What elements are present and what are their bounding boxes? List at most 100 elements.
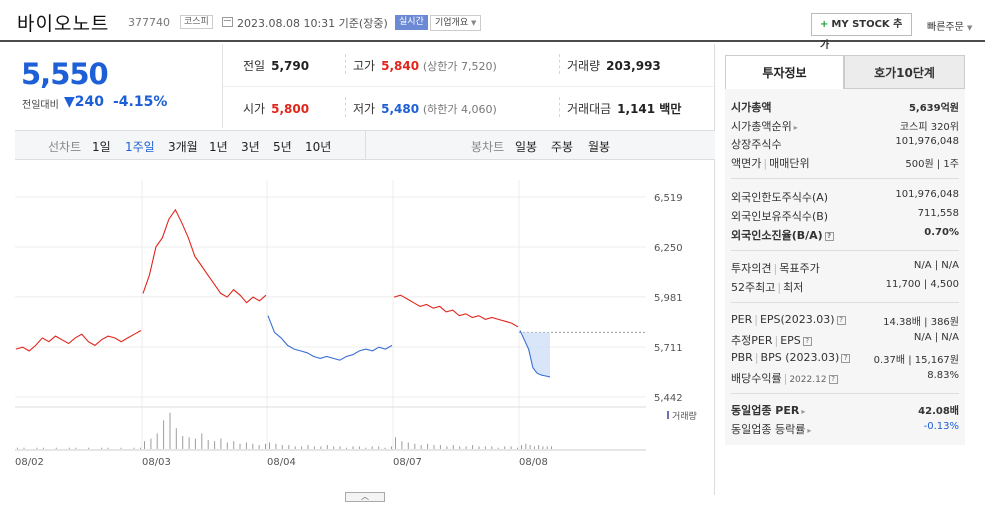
y-tick-label: 5,711: [654, 343, 683, 354]
volume-bar: [365, 447, 367, 449]
company-overview-button[interactable]: 기업개요 ▼: [430, 15, 482, 31]
volume-bar: [288, 445, 290, 449]
volume-bar: [459, 446, 461, 449]
divider: [559, 54, 560, 74]
volume-bar: [510, 446, 512, 449]
volume-bar: [120, 447, 122, 449]
period-1w[interactable]: 1주일: [125, 140, 155, 154]
quick-order-button[interactable]: 빠른주문 ▼: [927, 18, 972, 33]
pbr-row: PBR | BPS (2023.03)? 0.37배 | 15,167원: [731, 351, 959, 369]
week52-low-label: 최저: [783, 281, 804, 294]
opinion-row: 투자의견 | 목표주가 N/A | N/A: [731, 260, 959, 278]
current-price: 5,550: [21, 57, 109, 91]
foreign-limit-label: 외국인한도주식수(A): [731, 191, 829, 204]
period-5y[interactable]: 5년: [273, 140, 292, 154]
volume-bar: [414, 443, 416, 449]
cap-rank-label: 시가총액순위: [731, 120, 792, 133]
candle-weekly[interactable]: 주봉: [551, 140, 574, 154]
y-tick-label: 5,981: [654, 293, 683, 304]
series-line: [142, 208, 267, 304]
volume-bar: [542, 446, 544, 449]
volume-bar: [75, 447, 77, 449]
eps-label: EPS(2023.03): [759, 313, 835, 326]
volume-bar: [55, 447, 57, 449]
volume-bar: [465, 446, 467, 449]
face-value-row: 액면가 | 매매단위 500원 | 1주: [731, 155, 959, 173]
shares-value: 101,976,048: [895, 136, 959, 147]
candle-monthly[interactable]: 월봉: [588, 140, 611, 154]
dividend-label-text: 배당수익률: [731, 372, 782, 385]
period-3m[interactable]: 3개월: [168, 140, 198, 154]
tab-investment-info[interactable]: 투자정보: [725, 55, 844, 89]
dividend-row: 배당수익률 | 2022.12? 8.83%: [731, 370, 959, 388]
add-my-stock-button[interactable]: + MY STOCK 추가: [811, 13, 912, 51]
add-my-stock-label: MY STOCK 추가: [820, 19, 903, 51]
volume-bar: [427, 443, 429, 449]
volume-bar: [525, 443, 527, 449]
face-unit-value: 500원 | 1주: [905, 159, 959, 170]
est-per-label: 추정PER | EPS?: [731, 332, 812, 348]
divider: [731, 250, 959, 251]
prev-close: 전일 5,790: [243, 57, 309, 74]
upper-limit: (상한가 7,520): [422, 60, 497, 73]
volume-bar: [188, 437, 190, 449]
volume-bar: [107, 447, 109, 449]
cap-rank-row: 시가총액순위 ▸ 코스피 320위: [731, 118, 959, 136]
help-icon[interactable]: ?: [836, 315, 846, 325]
volume-legend-label: 거래량: [672, 410, 697, 422]
volume-bar: [245, 442, 247, 449]
period-1d[interactable]: 1일: [92, 140, 111, 154]
foreign-hold-value: 711,558: [917, 208, 959, 219]
down-triangle-icon: ▼: [64, 94, 75, 110]
volume-bar: [352, 446, 354, 449]
x-tick-label: 08/04: [267, 457, 296, 468]
sector-rate-label-wrap[interactable]: 동일업종 등락률 ▸: [731, 421, 811, 437]
y-tick-label: 6,519: [654, 193, 683, 204]
sector-per-label-wrap[interactable]: 동일업종 PER ▸: [731, 402, 805, 418]
help-icon[interactable]: ?: [841, 353, 851, 363]
sector-rate-label: 동일업종 등락률: [731, 423, 806, 436]
period-3y[interactable]: 3년: [241, 140, 260, 154]
separator: |: [773, 262, 778, 275]
volume-bar: [538, 445, 540, 449]
tab-order-book[interactable]: 호가10단계: [844, 55, 965, 89]
volume-bar: [452, 445, 454, 449]
volume-bar: [17, 447, 18, 449]
face-label: 액면가: [731, 157, 762, 170]
chart-collapse-button[interactable]: ︿: [345, 492, 385, 502]
change-label: 전일대비: [22, 100, 59, 111]
per-label: PER | EPS(2023.03)?: [731, 313, 846, 326]
target-label: 목표주가: [779, 262, 820, 275]
help-icon[interactable]: ?: [824, 231, 834, 241]
market-cap-label: 시가총액: [731, 101, 772, 114]
volume-bar: [207, 439, 209, 449]
cap-rank-label-wrap[interactable]: 시가총액순위 ▸: [731, 118, 798, 134]
week52-row: 52주최고 | 최저 11,700 | 4,500: [731, 279, 959, 297]
foreign-limit-row: 외국인한도주식수(A) 101,976,048: [731, 189, 959, 207]
candle-daily[interactable]: 일봉: [515, 140, 538, 154]
help-icon[interactable]: ?: [802, 336, 812, 346]
volume-bar: [169, 412, 171, 449]
volume-bar: [150, 438, 152, 449]
period-10y[interactable]: 10년: [305, 140, 332, 154]
volume-bar: [294, 446, 296, 449]
realtime-button[interactable]: 실시간: [395, 15, 428, 30]
period-1y[interactable]: 1년: [209, 140, 228, 154]
volume-bar: [68, 447, 70, 449]
price-chart[interactable]: 6,519 6,250 5,981 5,711 5,442 거래량 08/02 08/03 08…: [0, 140, 700, 480]
price-change-value: 240: [74, 94, 105, 110]
investment-info-panel: 투자정보 호가10단계 시가총액 5,639억원 시가총액순위 ▸ 코스피 320위 …: [725, 55, 965, 445]
bps-label: BPS (2023.03): [760, 351, 840, 364]
timestamp: 2023.08.08 10:31 기준(장중): [237, 17, 388, 30]
volume-bar: [433, 445, 435, 449]
price-change: ▼240: [64, 94, 104, 110]
market-cap-row: 시가총액 5,639억원: [731, 99, 959, 117]
x-tick-label: 08/07: [393, 457, 422, 468]
help-icon[interactable]: ?: [828, 374, 838, 384]
volume-bar: [88, 447, 90, 449]
volume-bar: [446, 446, 448, 449]
volume-bar: [521, 445, 522, 449]
volume-bar: [358, 446, 360, 449]
volume-bar: [281, 445, 283, 449]
volume-bar: [140, 447, 141, 449]
